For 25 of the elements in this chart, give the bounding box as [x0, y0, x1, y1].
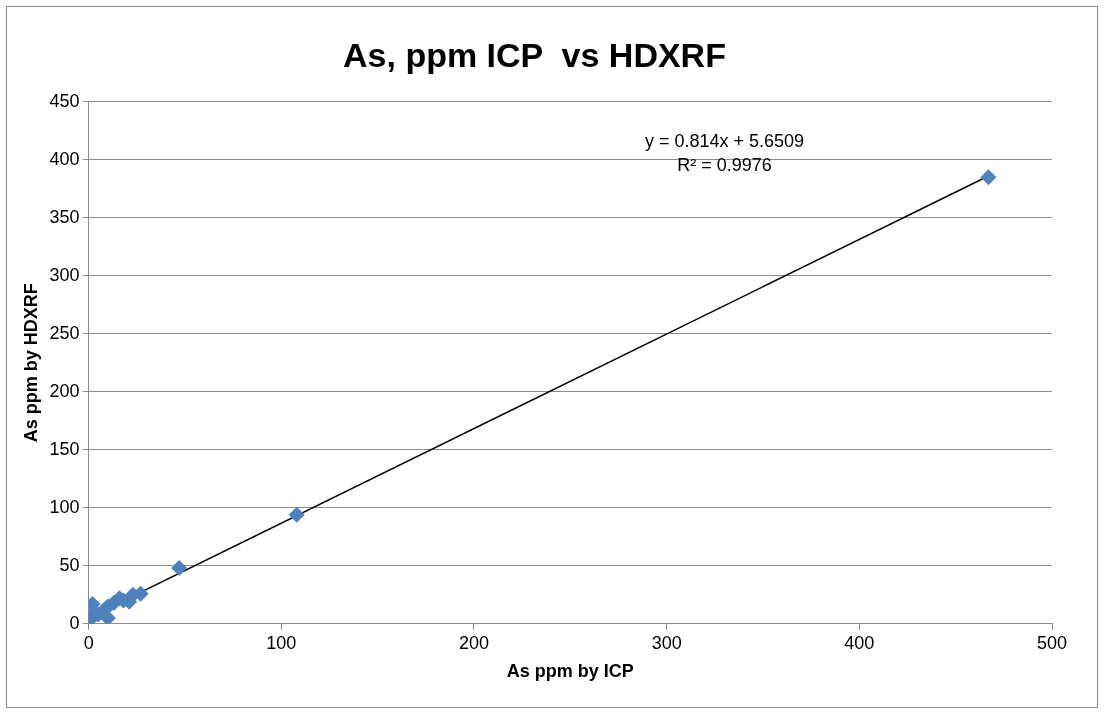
- point: [288, 506, 305, 523]
- annotation: R² = 0.9976: [677, 154, 772, 175]
- x-tick-label: 100: [266, 632, 297, 653]
- y-tick-label: 450: [49, 90, 80, 111]
- point: [99, 610, 116, 624]
- y-tick-label: 400: [49, 148, 80, 169]
- x-tick-label: 500: [1036, 632, 1068, 653]
- x-tick-label: 200: [458, 632, 489, 653]
- y-tick-label: 150: [49, 438, 80, 459]
- y-tick-label: 250: [49, 322, 80, 343]
- y-tick-label: 50: [59, 554, 80, 575]
- y-axis-title: As ppm by HDXRF: [20, 283, 41, 443]
- y-tick-label: 100: [49, 496, 80, 517]
- y-tick-label: 0: [69, 612, 80, 633]
- x-axis-title: As ppm by ICP: [506, 661, 634, 682]
- x-tick-label: 400: [844, 632, 875, 653]
- y-tick-label: 200: [49, 380, 80, 401]
- point: [171, 560, 188, 577]
- y-tick-label: 300: [49, 264, 80, 285]
- annotation: y = 0.814x + 5.6509: [644, 130, 805, 151]
- x-tick-label: 300: [651, 632, 682, 653]
- y-tick-label: 350: [49, 206, 80, 227]
- point: [980, 169, 997, 186]
- x-tick-label: 0: [83, 632, 94, 653]
- chart-title: As, ppm ICP vs HDXRF: [343, 35, 726, 74]
